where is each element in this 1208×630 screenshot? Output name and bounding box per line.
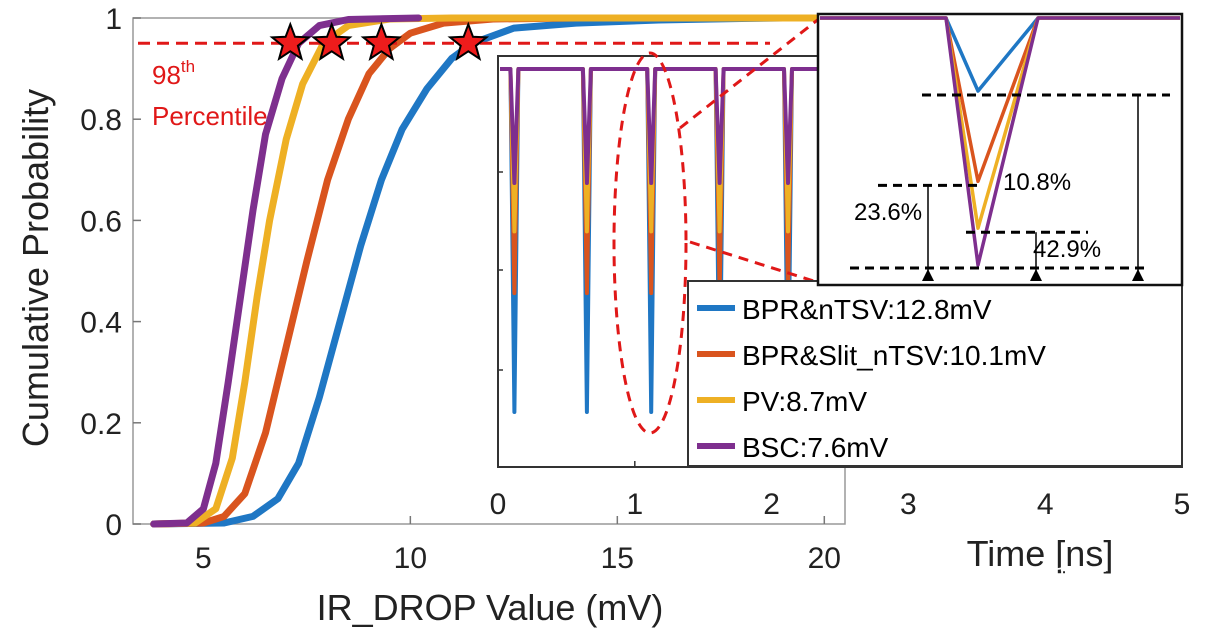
inset-x-tick-label-0: 0 [490, 488, 507, 521]
star-marker-bpr-ntsv [447, 21, 490, 62]
y-tick-label-0-6: 0.6 [80, 205, 122, 238]
legend-label-pv-8-7mv: PV:8.7mV [742, 386, 867, 417]
y-tick-label-1: 1 [105, 3, 122, 36]
star-marker-bsc [269, 21, 312, 62]
zoom-connector-top [679, 16, 821, 130]
y-axis-label: Cumulative Probability [15, 89, 56, 447]
watermark: 知乎 @逍遥科技 [918, 564, 1108, 594]
y-tick-label-0: 0 [105, 509, 122, 542]
zoom-label-23-6: 23.6% [854, 199, 922, 226]
star-marker-pv [310, 21, 353, 62]
y-tick-label-0-2: 0.2 [80, 408, 122, 441]
star-marker-bpr-slit-ntsv [360, 21, 403, 62]
zoom-label-10-8: 10.8% [1003, 169, 1071, 196]
zoom-waveform-bsc [820, 16, 1180, 267]
zoom-arrow-head-42-9 [1132, 269, 1144, 281]
y-tick-label-0-4: 0.4 [80, 307, 122, 340]
waveform-bsc [500, 67, 1180, 185]
x-tick-label-15: 15 [601, 542, 634, 575]
cdf-line-bsc [150, 14, 423, 528]
legend-label-bsc-7-6mv: BSC:7.6mV [742, 432, 889, 463]
percentile-label-number: 98th [152, 57, 195, 90]
inset-x-tick-label-4: 4 [1037, 488, 1054, 521]
percentile-label-main: 98 [152, 60, 181, 90]
inset-x-tick-label-1: 1 [626, 488, 643, 521]
zoom-arrow-head-10-8 [1030, 269, 1042, 281]
percentile-label-sup: th [181, 57, 195, 76]
zoom-connector-bottom [689, 240, 821, 285]
legend-label-bpr-ntsv-12-8mv: BPR&nTSV:12.8mV [742, 294, 992, 325]
zoom-arrow-head-23-6 [922, 269, 934, 281]
cdf-line-bpr-ntsv [150, 14, 787, 528]
x-tick-label-10: 10 [394, 542, 427, 575]
inset-x-tick-label-5: 5 [1174, 488, 1191, 521]
inset-x-axis-label: Time [ns] [967, 533, 1114, 574]
zoom-label-42-9: 42.9% [1033, 236, 1101, 263]
x-tick-label-20: 20 [808, 542, 841, 575]
percentile-label-word: Percentile [152, 101, 268, 131]
y-tick-label-0-8: 0.8 [80, 104, 122, 137]
legend-box [687, 280, 1183, 467]
inset-x-tick-label-3: 3 [900, 488, 917, 521]
legend-label-bpr-slit-ntsv-10-1mv: BPR&Slit_nTSV:10.1mV [742, 340, 1046, 371]
x-axis-label: IR_DROP Value (mV) [317, 587, 664, 628]
inset-x-tick-label-2: 2 [763, 488, 780, 521]
zoom-ellipse [612, 51, 688, 435]
x-tick-label-5: 5 [195, 542, 212, 575]
